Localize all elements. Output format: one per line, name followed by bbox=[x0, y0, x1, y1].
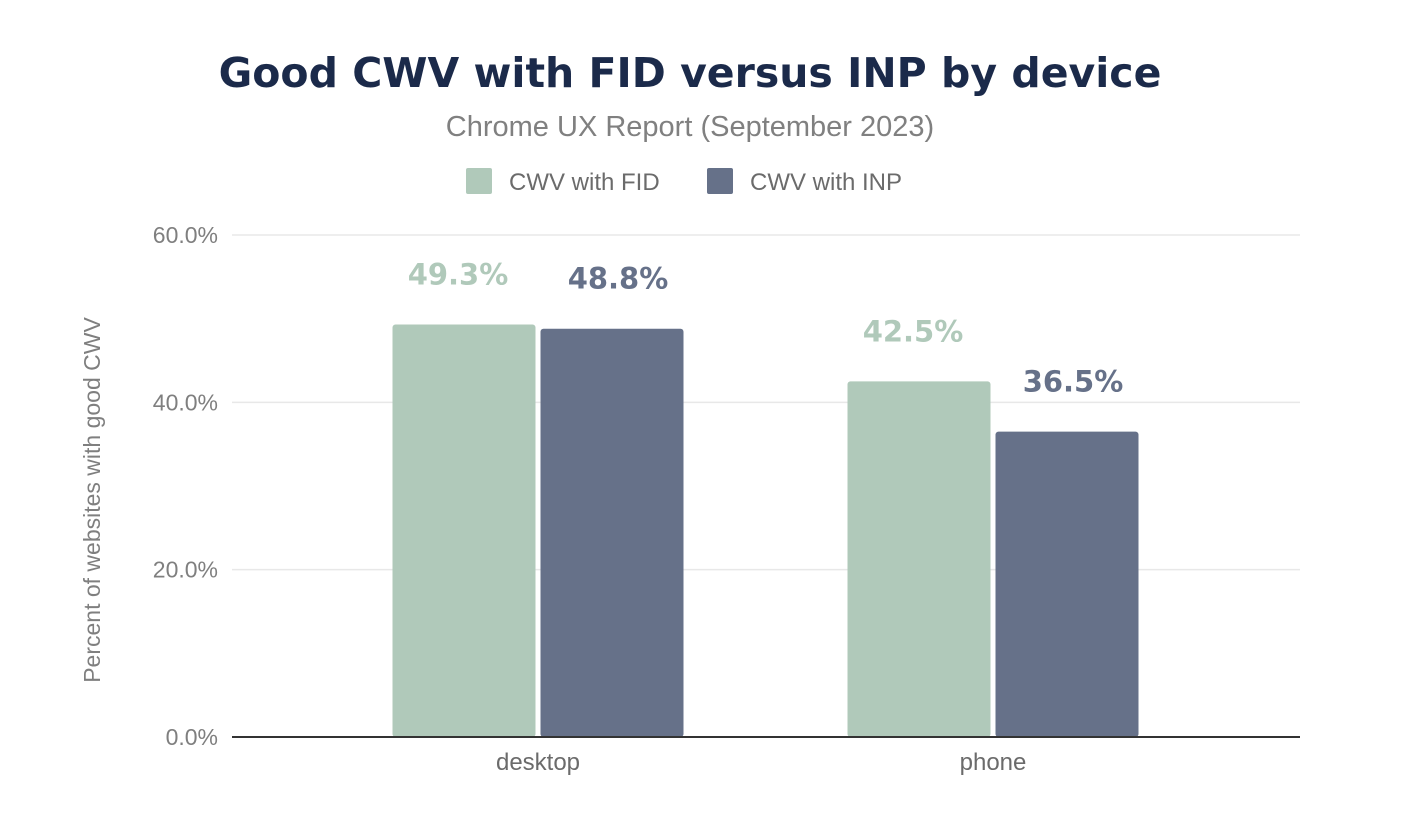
legend: CWV with FID CWV with INP bbox=[466, 168, 902, 196]
x-axis-categories: desktop phone bbox=[496, 749, 1026, 776]
y-tick-label: 20.0% bbox=[153, 557, 218, 583]
data-label: 48.8% bbox=[568, 262, 669, 296]
chart-title: Good CWV with FID versus INP by device bbox=[219, 49, 1162, 97]
legend-swatch bbox=[466, 168, 492, 194]
data-label: 36.5% bbox=[1023, 365, 1124, 399]
y-axis-title: Percent of websites with good CWV bbox=[79, 317, 105, 683]
y-axis-ticks: 0.0% 20.0% 40.0% 60.0% bbox=[153, 222, 218, 750]
bars bbox=[392, 324, 1139, 737]
legend-label: CWV with FID bbox=[509, 169, 660, 196]
bar-phone-series-2 bbox=[995, 431, 1139, 737]
chart-subtitle: Chrome UX Report (September 2023) bbox=[446, 111, 934, 143]
y-tick-label: 0.0% bbox=[166, 724, 218, 750]
x-category-label: desktop bbox=[496, 749, 580, 776]
data-label: 42.5% bbox=[863, 314, 964, 348]
legend-label: CWV with INP bbox=[750, 169, 902, 196]
gridlines bbox=[232, 234, 1300, 571]
y-tick-label: 60.0% bbox=[153, 222, 218, 248]
x-category-label: phone bbox=[960, 749, 1027, 776]
legend-swatch bbox=[707, 168, 733, 194]
data-labels: 49.3% 48.8% 42.5% 36.5% bbox=[408, 258, 1124, 399]
bar-desktop-series-2 bbox=[540, 328, 684, 737]
y-tick-label: 40.0% bbox=[153, 389, 218, 415]
data-label: 49.3% bbox=[408, 258, 509, 292]
bar-desktop-series-1 bbox=[392, 324, 536, 737]
bar-phone-series-1 bbox=[847, 381, 991, 737]
